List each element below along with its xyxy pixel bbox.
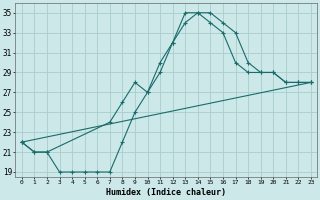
X-axis label: Humidex (Indice chaleur): Humidex (Indice chaleur) [106, 188, 226, 197]
